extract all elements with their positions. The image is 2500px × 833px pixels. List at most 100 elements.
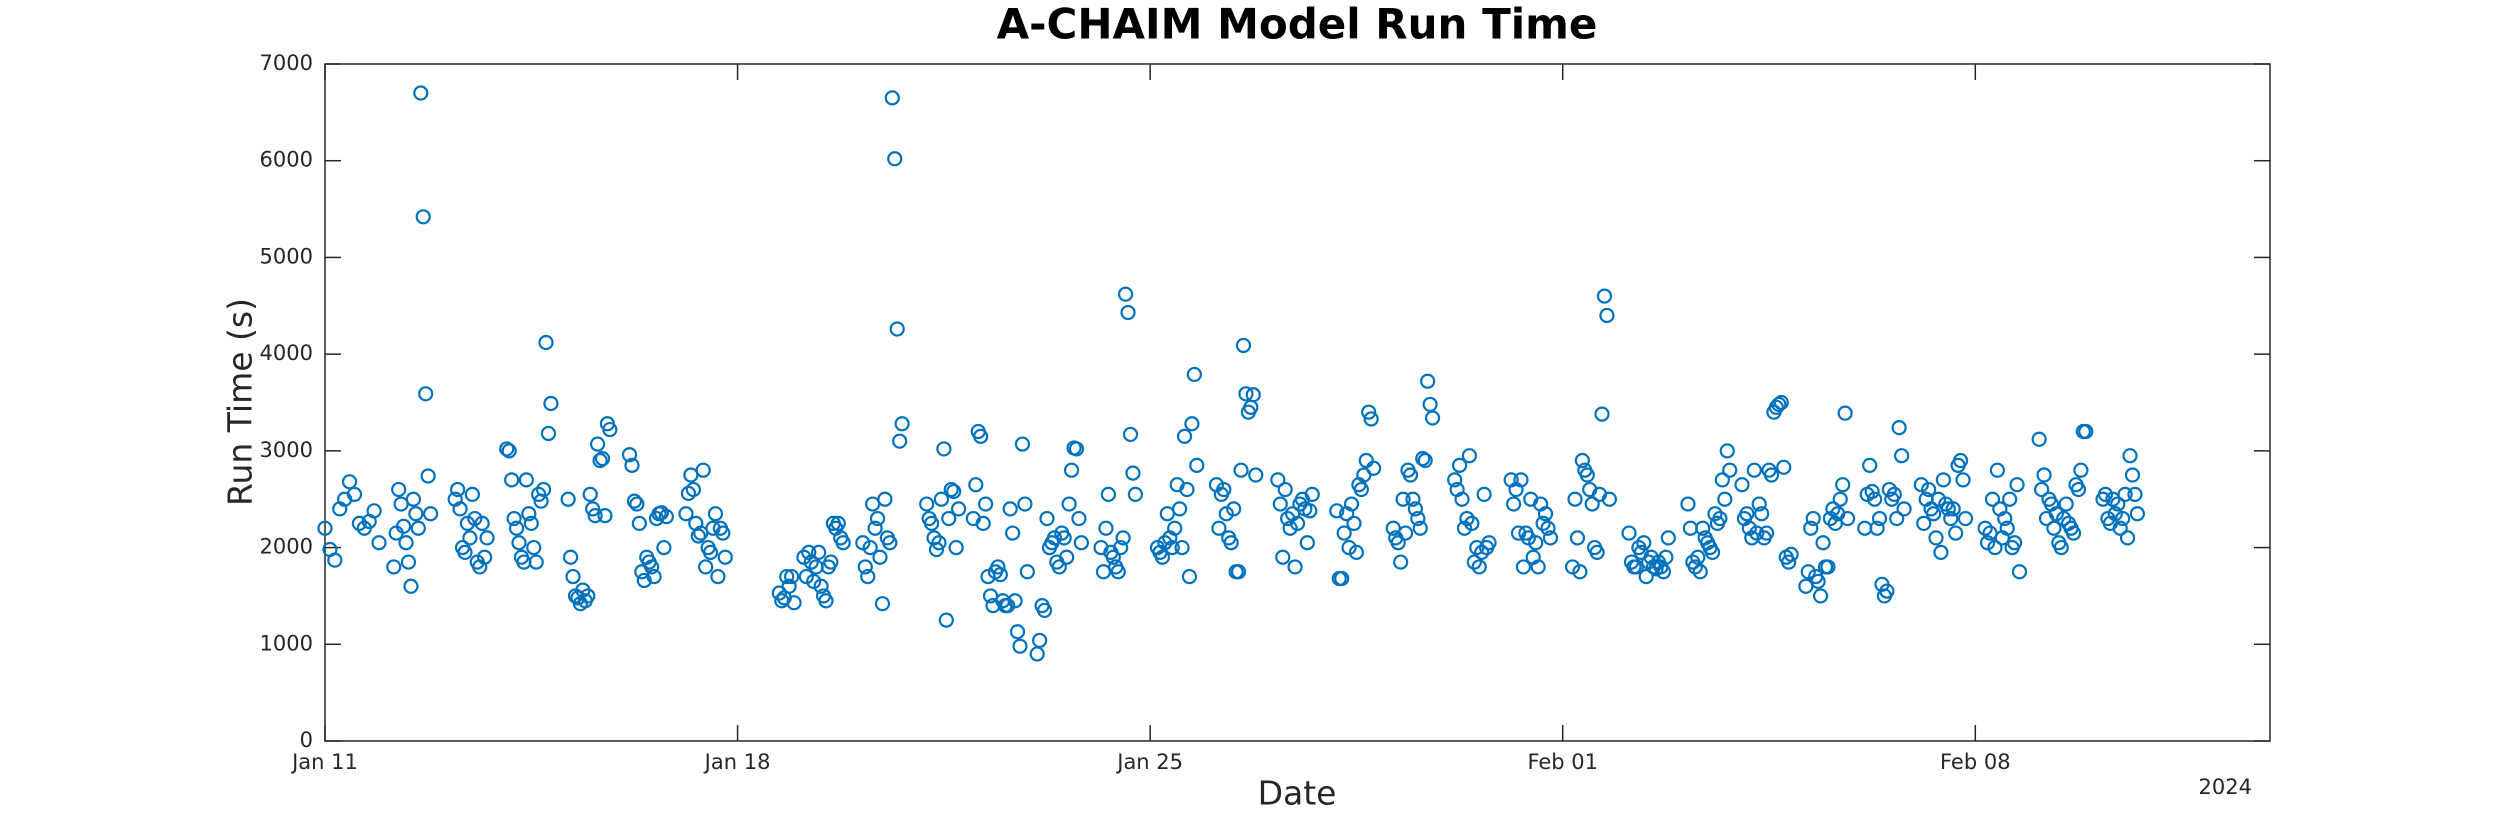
data-point — [1474, 544, 1490, 561]
data-point — [474, 515, 490, 531]
data-point — [702, 544, 719, 561]
data-point — [1596, 288, 1613, 304]
data-point — [1812, 588, 1829, 604]
data-point — [813, 578, 829, 594]
data-point — [540, 425, 557, 442]
data-point — [1739, 506, 1755, 522]
data-point — [943, 481, 959, 498]
data-point — [565, 568, 581, 585]
data-point — [2070, 481, 2087, 498]
data-point — [562, 549, 579, 565]
data-point — [1402, 467, 1419, 483]
data-point — [948, 539, 964, 556]
x-tick-label: Jan 25 — [1115, 750, 1183, 774]
data-point — [2112, 520, 2128, 536]
data-point — [1638, 568, 1654, 585]
data-point — [1270, 472, 1286, 488]
data-point — [2058, 496, 2074, 512]
data-point — [351, 515, 367, 531]
data-point — [1881, 481, 1897, 498]
data-point — [1289, 515, 1306, 531]
data-point — [877, 491, 893, 507]
data-point — [2129, 506, 2145, 522]
data-point — [874, 596, 891, 612]
data-point — [1125, 465, 1141, 481]
data-point — [1528, 535, 1544, 551]
data-point — [403, 578, 419, 594]
data-point — [867, 520, 883, 536]
data-point — [1036, 602, 1053, 619]
data-point — [317, 520, 333, 536]
data-point — [518, 472, 534, 488]
data-point — [327, 552, 343, 568]
data-point — [1921, 481, 1937, 498]
data-point — [801, 544, 817, 561]
data-point — [1466, 554, 1482, 570]
data-point — [2124, 467, 2141, 483]
data-point — [1395, 491, 1411, 507]
data-point — [1275, 549, 1291, 565]
data-point — [860, 568, 876, 585]
data-point — [624, 457, 640, 473]
data-point — [1304, 486, 1320, 502]
data-point — [1216, 481, 1232, 498]
data-point — [1223, 535, 1239, 551]
data-point — [698, 559, 714, 575]
data-point — [1781, 554, 1797, 570]
data-point — [2065, 525, 2082, 541]
data-point — [1567, 491, 1583, 507]
data-point — [1879, 583, 1895, 599]
data-point — [1110, 564, 1126, 580]
y-tick-label: 0 — [300, 728, 313, 752]
data-point — [526, 539, 542, 556]
data-point — [2117, 486, 2133, 502]
data-point — [1783, 546, 1799, 562]
data-point — [779, 568, 795, 585]
data-point — [1513, 472, 1529, 488]
data-point — [418, 386, 434, 402]
data-point — [1537, 506, 1554, 522]
data-point — [1940, 501, 1956, 517]
data-point — [1758, 525, 1775, 541]
data-point — [422, 506, 439, 522]
data-point — [1530, 559, 1546, 575]
data-point — [857, 559, 873, 575]
data-point — [1989, 462, 2006, 478]
data-point — [1896, 501, 1912, 517]
data-point — [695, 462, 711, 478]
data-point — [644, 559, 660, 575]
data-point — [1366, 460, 1382, 476]
data-point — [830, 515, 846, 531]
data-point — [1176, 428, 1193, 444]
data-point — [602, 421, 618, 438]
data-point — [1336, 525, 1352, 541]
data-point — [1997, 510, 2013, 527]
data-point — [592, 452, 608, 469]
data-point — [1012, 638, 1028, 654]
data-point — [1073, 535, 1089, 551]
data-point — [1407, 501, 1423, 517]
data-point — [1230, 564, 1247, 580]
data-point — [1238, 386, 1254, 402]
data-point — [869, 510, 886, 527]
data-point — [978, 496, 994, 512]
data-point — [1451, 457, 1468, 473]
data-point — [1154, 549, 1171, 565]
data-point — [1039, 510, 1055, 527]
data-point — [2122, 448, 2138, 464]
data-point — [462, 530, 478, 546]
y-tick-label: 2000 — [260, 535, 313, 559]
data-point — [658, 509, 674, 525]
data-point — [543, 395, 559, 412]
data-point — [1894, 448, 1910, 464]
data-point — [1952, 452, 1969, 469]
data-point — [1935, 472, 1951, 488]
data-point — [1363, 411, 1379, 427]
data-point — [1113, 539, 1129, 556]
data-point — [1051, 559, 1067, 575]
data-point — [1768, 399, 1784, 415]
data-point — [587, 508, 603, 524]
data-point — [531, 486, 547, 502]
data-point — [1621, 525, 1637, 541]
